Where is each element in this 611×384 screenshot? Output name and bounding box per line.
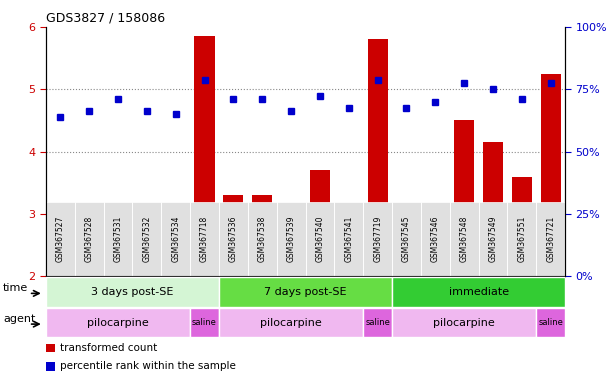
Text: GSM367536: GSM367536 xyxy=(229,216,238,262)
FancyBboxPatch shape xyxy=(306,202,334,276)
Bar xyxy=(50,270,70,276)
Bar xyxy=(46,344,55,352)
Bar xyxy=(454,121,474,276)
FancyBboxPatch shape xyxy=(478,202,508,276)
Text: saline: saline xyxy=(365,318,390,327)
FancyBboxPatch shape xyxy=(219,277,392,306)
Text: 7 days post-SE: 7 days post-SE xyxy=(264,287,347,297)
Bar xyxy=(137,236,157,276)
Bar xyxy=(425,208,445,276)
Text: percentile rank within the sample: percentile rank within the sample xyxy=(60,361,236,371)
Text: GSM367527: GSM367527 xyxy=(56,216,65,262)
Bar xyxy=(483,142,503,276)
Text: GDS3827 / 158086: GDS3827 / 158086 xyxy=(46,11,165,24)
FancyBboxPatch shape xyxy=(363,308,392,337)
FancyBboxPatch shape xyxy=(219,308,363,337)
FancyBboxPatch shape xyxy=(46,202,75,276)
Text: GSM367546: GSM367546 xyxy=(431,216,440,262)
FancyBboxPatch shape xyxy=(161,202,190,276)
Text: GSM367539: GSM367539 xyxy=(287,216,296,262)
Bar xyxy=(108,211,128,276)
FancyBboxPatch shape xyxy=(46,277,219,306)
FancyBboxPatch shape xyxy=(363,202,392,276)
Bar xyxy=(310,170,330,276)
Text: pilocarpine: pilocarpine xyxy=(433,318,495,328)
Bar xyxy=(281,261,301,276)
Text: GSM367718: GSM367718 xyxy=(200,216,209,262)
Text: pilocarpine: pilocarpine xyxy=(260,318,322,328)
FancyBboxPatch shape xyxy=(508,202,536,276)
FancyBboxPatch shape xyxy=(277,202,306,276)
FancyBboxPatch shape xyxy=(450,202,478,276)
Text: GSM367721: GSM367721 xyxy=(546,216,555,262)
Text: GSM367540: GSM367540 xyxy=(315,216,324,262)
Text: 3 days post-SE: 3 days post-SE xyxy=(91,287,174,297)
Text: GSM367538: GSM367538 xyxy=(258,216,267,262)
Text: GSM367534: GSM367534 xyxy=(171,216,180,262)
Text: GSM367719: GSM367719 xyxy=(373,216,382,262)
Bar xyxy=(46,362,55,371)
Bar xyxy=(166,258,186,276)
FancyBboxPatch shape xyxy=(392,202,421,276)
Text: pilocarpine: pilocarpine xyxy=(87,318,149,328)
Text: GSM367551: GSM367551 xyxy=(518,216,527,262)
Bar xyxy=(368,40,388,276)
Text: saline: saline xyxy=(192,318,217,327)
Text: immediate: immediate xyxy=(448,287,509,297)
Bar xyxy=(541,74,561,276)
FancyBboxPatch shape xyxy=(190,202,219,276)
FancyBboxPatch shape xyxy=(392,308,536,337)
FancyBboxPatch shape xyxy=(103,202,133,276)
Bar xyxy=(194,36,214,276)
Text: GSM367531: GSM367531 xyxy=(114,216,122,262)
Bar xyxy=(512,177,532,276)
FancyBboxPatch shape xyxy=(219,202,248,276)
Text: GSM367545: GSM367545 xyxy=(402,216,411,262)
Bar xyxy=(338,211,359,276)
FancyBboxPatch shape xyxy=(46,308,190,337)
Text: GSM367541: GSM367541 xyxy=(344,216,353,262)
Text: GSM367532: GSM367532 xyxy=(142,216,152,262)
FancyBboxPatch shape xyxy=(536,308,565,337)
Text: GSM367549: GSM367549 xyxy=(489,216,497,262)
Text: GSM367548: GSM367548 xyxy=(459,216,469,262)
Bar xyxy=(79,242,99,276)
Bar xyxy=(397,227,417,276)
FancyBboxPatch shape xyxy=(248,202,277,276)
Bar xyxy=(223,195,243,276)
FancyBboxPatch shape xyxy=(392,277,565,306)
Text: saline: saline xyxy=(538,318,563,327)
FancyBboxPatch shape xyxy=(75,202,103,276)
FancyBboxPatch shape xyxy=(133,202,161,276)
FancyBboxPatch shape xyxy=(190,308,219,337)
FancyBboxPatch shape xyxy=(421,202,450,276)
FancyBboxPatch shape xyxy=(334,202,363,276)
Text: time: time xyxy=(3,283,28,293)
Text: GSM367528: GSM367528 xyxy=(84,216,93,262)
Text: transformed count: transformed count xyxy=(60,343,157,353)
Bar xyxy=(252,195,273,276)
Text: agent: agent xyxy=(3,314,35,324)
FancyBboxPatch shape xyxy=(536,202,565,276)
